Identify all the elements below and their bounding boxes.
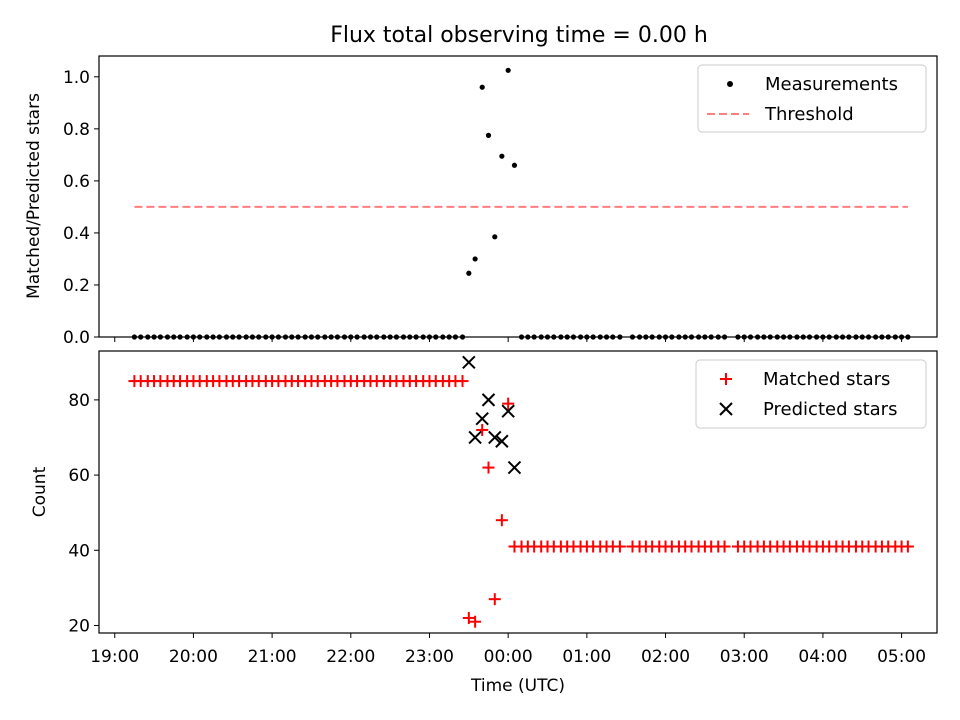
x-tick-label: 04:00 <box>798 647 847 667</box>
measurements-legend-marker <box>727 81 733 87</box>
matched-stars-point <box>502 397 515 410</box>
bottom-y-tick-label: 60 <box>68 466 90 486</box>
measurements-point <box>485 132 492 138</box>
x-tick-label: 20:00 <box>169 647 218 667</box>
predicted-stars-point <box>495 434 509 448</box>
predicted-stars-point <box>481 393 496 407</box>
matched-stars-point <box>613 540 626 553</box>
x-tick-label: 05:00 <box>877 647 926 667</box>
predicted-stars-point <box>507 460 522 475</box>
top-y-axis-label: Matched/Predicted stars <box>24 93 44 299</box>
top-axes: 0.0 0.2 0.4 0.6 0.8 1.0 <box>63 68 903 348</box>
top-y-tick-label: 0.8 <box>63 120 90 140</box>
matched-stars-point <box>482 461 495 474</box>
x-tick-label: 21:00 <box>248 647 297 667</box>
measurements-point <box>466 270 472 276</box>
x-axis-label: Time (UTC) <box>470 676 565 696</box>
x-tick-label: 02:00 <box>641 647 690 667</box>
top-y-tick-label: 1.0 <box>63 68 90 88</box>
top-y-tick-label: 0.6 <box>63 172 90 192</box>
top-y-tick-label: 0.2 <box>63 276 90 296</box>
x-tick-label: 22:00 <box>326 647 375 667</box>
bottom-y-tick-label: 80 <box>68 391 90 411</box>
top-y-tick-label: 0.0 <box>63 328 90 348</box>
x-tick-label: 01:00 <box>562 647 611 667</box>
bottom-panel: 20 40 60 80 19:00 20:00 21:00 22:00 23:00 00:00 01… <box>30 350 938 696</box>
top-legend: Measurements Threshold <box>697 64 927 133</box>
predicted-stars-point <box>488 430 502 445</box>
matched-stars-point <box>456 375 469 388</box>
measurements-point <box>499 153 505 159</box>
chart-title: Flux total observing time = 0.00 h <box>330 23 708 48</box>
top-legend-frame <box>697 64 927 133</box>
matched-stars-point <box>462 611 475 624</box>
matched-stars-point <box>901 540 914 553</box>
x-tick-label: 23:00 <box>405 647 454 667</box>
bottom-plot-area <box>128 355 914 628</box>
x-tick-label: 00:00 <box>484 647 533 667</box>
top-y-tick-label: 0.4 <box>63 224 90 244</box>
matched-stars-point <box>469 615 482 628</box>
measurements-point <box>492 234 498 240</box>
bottom-y-tick-label: 20 <box>68 616 90 636</box>
measurements-point <box>472 256 478 262</box>
matched-stars-point <box>718 540 731 553</box>
predicted-stars-point <box>462 355 476 369</box>
bottom-legend: Matched stars Predicted stars <box>695 359 927 429</box>
predicted-stars-point <box>475 411 489 426</box>
bottom-axes-frame <box>98 350 938 634</box>
matched-stars-point <box>488 593 501 606</box>
bottom-axes: 20 40 60 80 19:00 20:00 21:00 22:00 23:00 00:00 01… <box>68 391 926 667</box>
matched-legend-label: Matched stars <box>763 369 890 390</box>
measurements-legend-label: Measurements <box>765 74 898 95</box>
top-panel: 0.0 0.2 0.4 0.6 0.8 1.0 Matched/Predicted sta… <box>24 55 938 348</box>
matched-stars-point <box>476 423 489 436</box>
matched-stars-point <box>495 514 508 527</box>
threshold-legend-label: Threshold <box>764 104 854 125</box>
bottom-legend-frame <box>695 359 927 429</box>
x-tick-label: 19:00 <box>90 647 139 667</box>
x-tick-label: 03:00 <box>720 647 769 667</box>
predicted-legend-marker <box>719 402 733 416</box>
bottom-y-axis-label: Count <box>30 466 50 517</box>
measurements-point <box>479 84 485 90</box>
top-axes-frame <box>98 55 938 338</box>
measurements-point <box>511 162 518 168</box>
predicted-legend-label: Predicted stars <box>763 399 897 420</box>
predicted-stars-point <box>501 404 515 418</box>
predicted-stars-point <box>468 430 482 445</box>
matched-legend-marker <box>720 373 732 385</box>
measurements-point <box>505 67 511 73</box>
bottom-y-tick-label: 40 <box>68 541 90 561</box>
